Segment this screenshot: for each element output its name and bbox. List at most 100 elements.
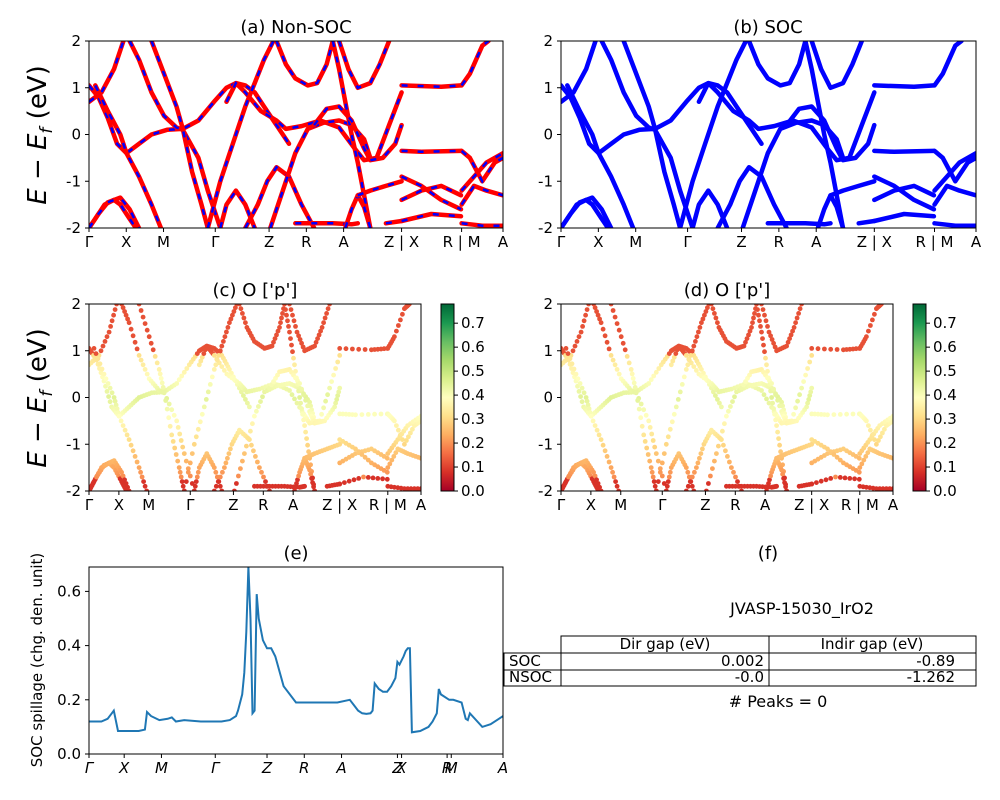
projection-point (125, 484, 130, 490)
projection-point (418, 413, 421, 419)
band-line (828, 179, 877, 198)
projection-point (231, 309, 237, 314)
projection-point (709, 304, 714, 307)
projection-point (189, 481, 195, 486)
projection-point (356, 346, 362, 352)
projection-point (669, 419, 675, 425)
ytick-label: 1 (543, 342, 553, 360)
colorbar-tick-label: 0.7 (461, 314, 485, 332)
projection-point (164, 406, 170, 412)
projection-point (295, 477, 300, 483)
projection-point (771, 386, 776, 392)
soc-indir-gap: -0.89 (916, 652, 955, 670)
ylabel-row2-unit: (eV) (23, 328, 53, 390)
projection-point (177, 469, 183, 475)
projection-point (818, 478, 824, 484)
projection-point (263, 479, 268, 484)
xtick-label: Z | X (794, 496, 829, 514)
band-line (89, 195, 142, 228)
projection-point (211, 488, 217, 491)
projection-point (653, 369, 659, 375)
projection-point (699, 367, 704, 372)
projection-point (356, 449, 362, 455)
projection-point (342, 480, 347, 485)
projection-point (219, 364, 225, 369)
col-header-dir-gap: Dir gap (eV) (620, 635, 711, 653)
projection-point (691, 488, 697, 491)
projection-point (651, 479, 657, 484)
panel-e-ylabel: SOC spillage (chg. den. unit) (28, 553, 46, 768)
panel-c-title: (c) O ['p'] (213, 280, 298, 301)
xtick-label: A (288, 496, 299, 514)
band-line (459, 183, 503, 207)
projection-point (277, 325, 282, 330)
projection-point (103, 376, 109, 382)
projection-point (306, 449, 311, 455)
projection-point (700, 446, 705, 452)
projection-point (608, 353, 614, 358)
projection-point (613, 479, 618, 484)
projection-point (718, 436, 723, 441)
colorbar-tick-label: 0.5 (933, 362, 957, 380)
projection-point (256, 404, 261, 409)
projection-point (642, 439, 648, 444)
projection-point (252, 413, 257, 419)
projection-point (638, 401, 644, 407)
ytick-label: 0 (71, 389, 81, 407)
projection-point (610, 469, 615, 475)
ytick-label: -2 (66, 482, 81, 500)
projection-point (181, 451, 187, 456)
projection-point (109, 318, 115, 324)
projection-point (706, 481, 711, 486)
projection-point (809, 353, 815, 358)
projection-point (307, 467, 312, 473)
projection-point (224, 329, 229, 335)
projection-point (159, 380, 165, 386)
projection-point (657, 469, 663, 475)
projection-point (652, 483, 658, 489)
projection-point (696, 329, 701, 335)
projection-point (632, 385, 638, 390)
projection-point (195, 426, 201, 432)
projection-point (142, 483, 148, 489)
projection-point (708, 473, 713, 479)
projection-point (693, 339, 698, 344)
projection-point (125, 316, 130, 322)
projection-point (809, 441, 815, 447)
projection-point (187, 460, 193, 466)
projection-point (825, 446, 830, 452)
projection-point (775, 429, 780, 435)
projection-point (385, 465, 391, 470)
xtick-label: Γ (557, 233, 566, 251)
projection-point (671, 411, 677, 417)
projection-point (796, 311, 801, 316)
projection-point (225, 325, 231, 330)
projection-point (890, 455, 893, 461)
projection-point (115, 410, 121, 415)
projection-point (828, 476, 834, 481)
row-label-soc: SOC (509, 652, 541, 670)
projection-point (600, 442, 606, 448)
panel-e-frame (88, 566, 504, 755)
xtick-label: R | M (841, 496, 879, 514)
projection-point (160, 385, 166, 390)
projection-point (123, 481, 129, 486)
projection-point (130, 448, 136, 454)
projection-point (724, 413, 729, 419)
projection-point (199, 411, 205, 417)
projection-point (191, 488, 197, 491)
projection-point (144, 327, 150, 333)
projection-point (322, 315, 328, 321)
projection-point (663, 441, 669, 447)
projection-point (197, 419, 203, 425)
projection-point (569, 361, 575, 367)
projection-point (689, 483, 695, 489)
projection-point (595, 312, 601, 318)
projection-point (868, 427, 873, 433)
band-line-dash (401, 84, 462, 89)
ylabel-row1-unit: (eV) (23, 65, 53, 127)
row-label-nsoc: NSOC (509, 668, 552, 686)
projection-point (747, 328, 753, 334)
